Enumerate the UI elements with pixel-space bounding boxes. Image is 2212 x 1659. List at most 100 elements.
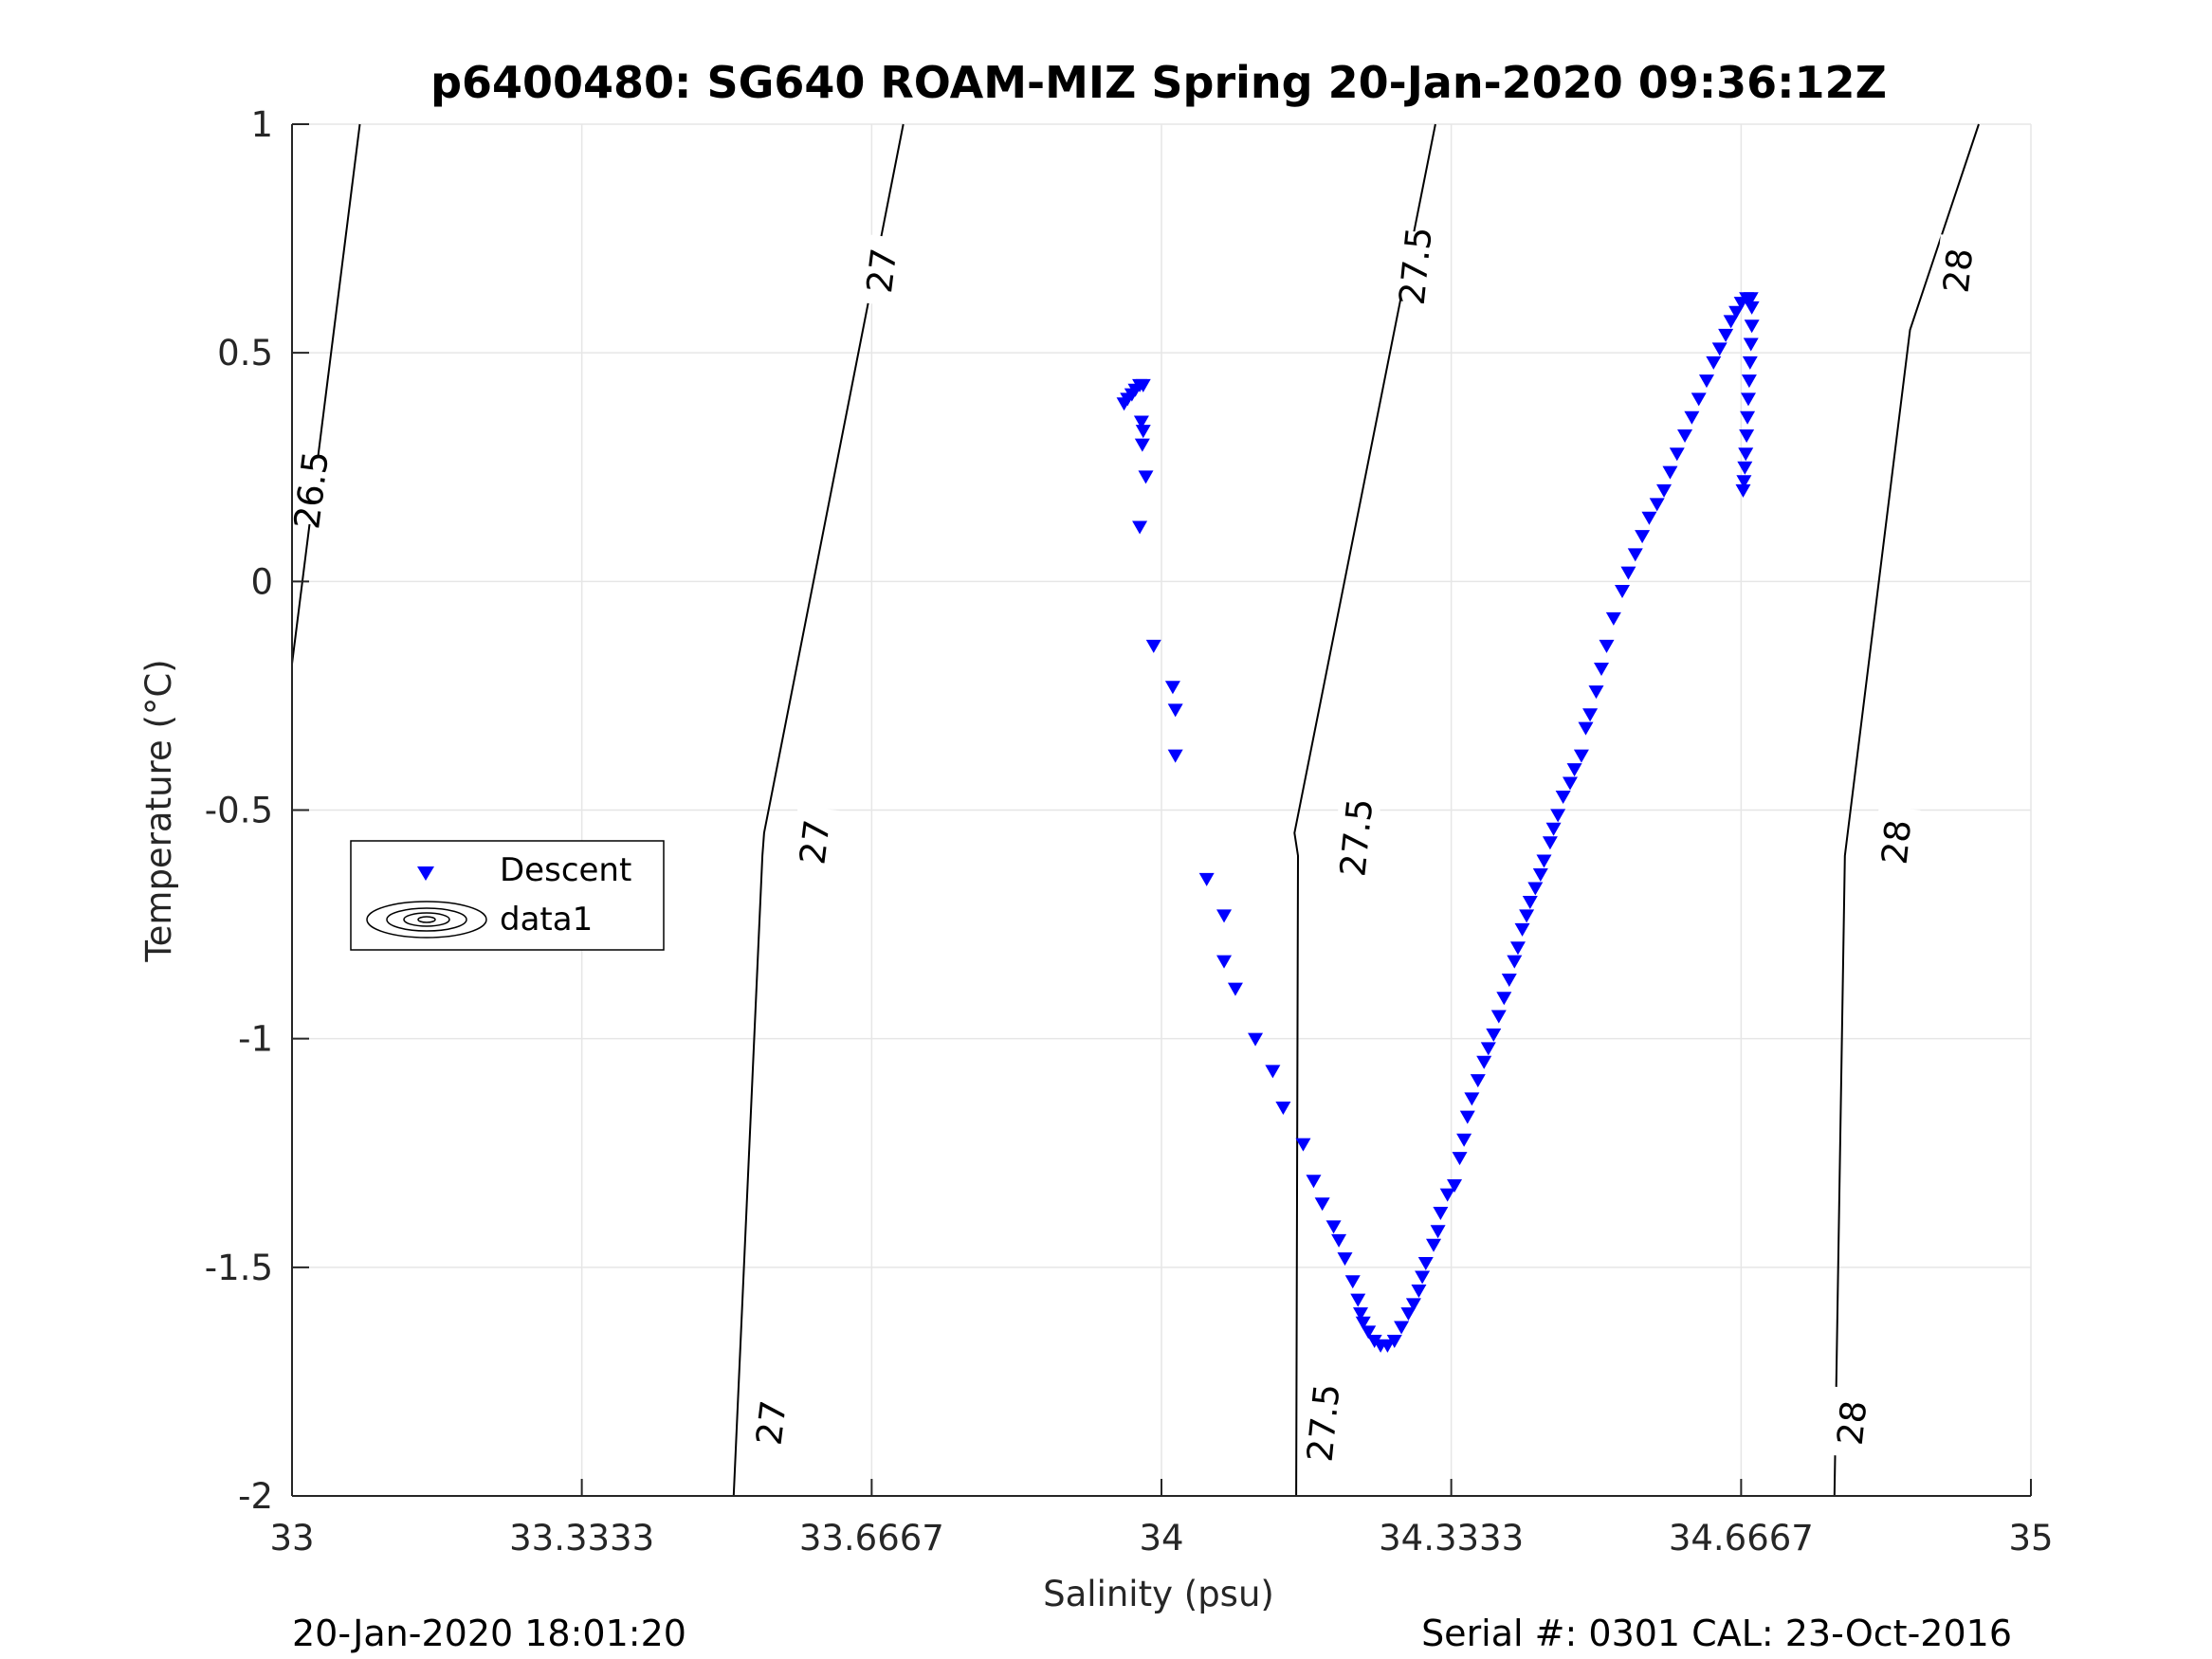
footer-timestamp: 20-Jan-2020 18:01:20 <box>292 1613 686 1654</box>
descent-point <box>1433 1206 1449 1220</box>
descent-point <box>1509 941 1526 956</box>
descent-point <box>1519 909 1535 923</box>
legend-descent-label: Descent <box>500 851 631 889</box>
descent-point <box>1742 356 1758 370</box>
descent-point <box>1430 1225 1446 1239</box>
descent-point <box>1439 1188 1455 1202</box>
x-tick-label: 33 <box>269 1518 314 1559</box>
descent-point <box>1735 483 1751 498</box>
y-tick-label: -1 <box>238 1019 273 1060</box>
descent-point <box>1582 708 1599 722</box>
contour-line-27 <box>732 123 905 1497</box>
descent-point <box>1743 292 1759 306</box>
legend-box <box>350 840 665 951</box>
descent-point <box>1527 882 1544 896</box>
descent-point <box>1723 315 1739 329</box>
descent-point <box>1133 415 1149 429</box>
y-tick-label: -0.5 <box>205 791 273 831</box>
x-tick-label: 34 <box>1139 1518 1183 1559</box>
descent-point <box>1417 1257 1434 1271</box>
descent-point <box>1620 566 1636 580</box>
descent-point <box>1216 909 1233 923</box>
descent-point <box>1248 1032 1264 1047</box>
contour-label-27-5: 27.5 <box>1300 1382 1348 1464</box>
descent-point <box>1275 1102 1291 1116</box>
x-tick-label: 34.3333 <box>1379 1518 1524 1559</box>
contour-label-28: 28 <box>1936 246 1982 295</box>
descent-point <box>1295 1138 1311 1152</box>
descent-point <box>1739 428 1755 443</box>
descent-point <box>1736 475 1752 489</box>
descent-point <box>1352 1307 1368 1322</box>
contour-label-bg <box>1872 806 1921 879</box>
descent-point <box>1656 483 1673 498</box>
descent-point <box>1536 854 1552 868</box>
descent-point <box>1380 1339 1396 1353</box>
descent-point <box>1711 342 1728 356</box>
y-axis-ticks: 1 0.5 0 -0.5 -1 -1.5 -2 <box>205 104 309 1517</box>
descent-point <box>1480 1042 1496 1056</box>
descent-point <box>1314 1197 1330 1212</box>
contour-label-bg <box>1933 234 1983 307</box>
descent-point <box>1740 392 1756 407</box>
descent-point <box>1744 319 1760 334</box>
descent-point <box>1743 337 1759 352</box>
descent-point <box>1532 868 1548 883</box>
descent-point <box>1542 836 1558 850</box>
descent-point <box>1145 639 1161 653</box>
descent-point <box>1325 1220 1342 1234</box>
descent-point <box>1550 809 1566 823</box>
x-tick-label: 33.3333 <box>509 1518 654 1559</box>
descent-point <box>1545 822 1562 836</box>
descent-point <box>1496 992 1512 1006</box>
contour-label-bg <box>1827 1386 1876 1459</box>
descent-point <box>1476 1055 1492 1069</box>
x-axis-label: Salinity (psu) <box>1043 1574 1274 1614</box>
descent-point <box>1350 1293 1366 1307</box>
contour-line-27-5 <box>1293 123 1436 1497</box>
contour-label-bg <box>1299 1386 1348 1459</box>
descent-point <box>1507 955 1523 969</box>
y-tick-label: 0 <box>250 561 273 602</box>
descent-point <box>1164 681 1180 695</box>
contour-label-27: 27 <box>792 817 837 866</box>
contour-label-27: 27 <box>749 1398 795 1448</box>
descent-point <box>1566 763 1582 777</box>
descent-point <box>1132 520 1148 535</box>
descent-point <box>1138 470 1154 484</box>
y-axis-label: Temperature (°C) <box>138 659 179 962</box>
descent-point <box>1411 1284 1427 1298</box>
footer-serial-cal: Serial #: 0301 CAL: 23-Oct-2016 <box>1421 1613 2012 1654</box>
x-tick-label: 35 <box>2008 1518 2053 1559</box>
contour-label-27: 27 <box>859 246 905 295</box>
descent-point <box>1415 1270 1431 1285</box>
descent-point <box>1698 374 1714 389</box>
descent-point <box>1627 548 1643 562</box>
descent-point <box>1718 328 1734 342</box>
descent-point <box>1344 1275 1361 1289</box>
legend-data1-label: data1 <box>500 901 593 939</box>
descent-point <box>1331 1233 1347 1248</box>
descent-point <box>1464 1092 1480 1106</box>
descent-point <box>1691 392 1707 407</box>
contour-label-28: 28 <box>1830 1398 1875 1447</box>
x-tick-label: 33.6667 <box>799 1518 944 1559</box>
descent-point <box>1306 1175 1322 1189</box>
descent-point <box>1337 1252 1353 1267</box>
descent-point <box>1386 1335 1402 1349</box>
contour-line-26-5 <box>291 123 361 665</box>
contour-label-bg <box>285 453 337 527</box>
descent-point <box>1706 356 1722 370</box>
descent-point <box>1594 662 1610 676</box>
descent-point <box>1615 584 1631 598</box>
descent-point <box>1555 791 1571 805</box>
descent-point <box>1167 703 1183 718</box>
descent-point <box>1737 461 1753 475</box>
descent-point <box>1135 378 1151 392</box>
contour-label-bg <box>1331 801 1380 874</box>
descent-point <box>1167 749 1183 763</box>
descent-point <box>1198 872 1215 886</box>
contour-line-28 <box>1833 123 1980 1497</box>
descent-point <box>1447 1179 1463 1194</box>
